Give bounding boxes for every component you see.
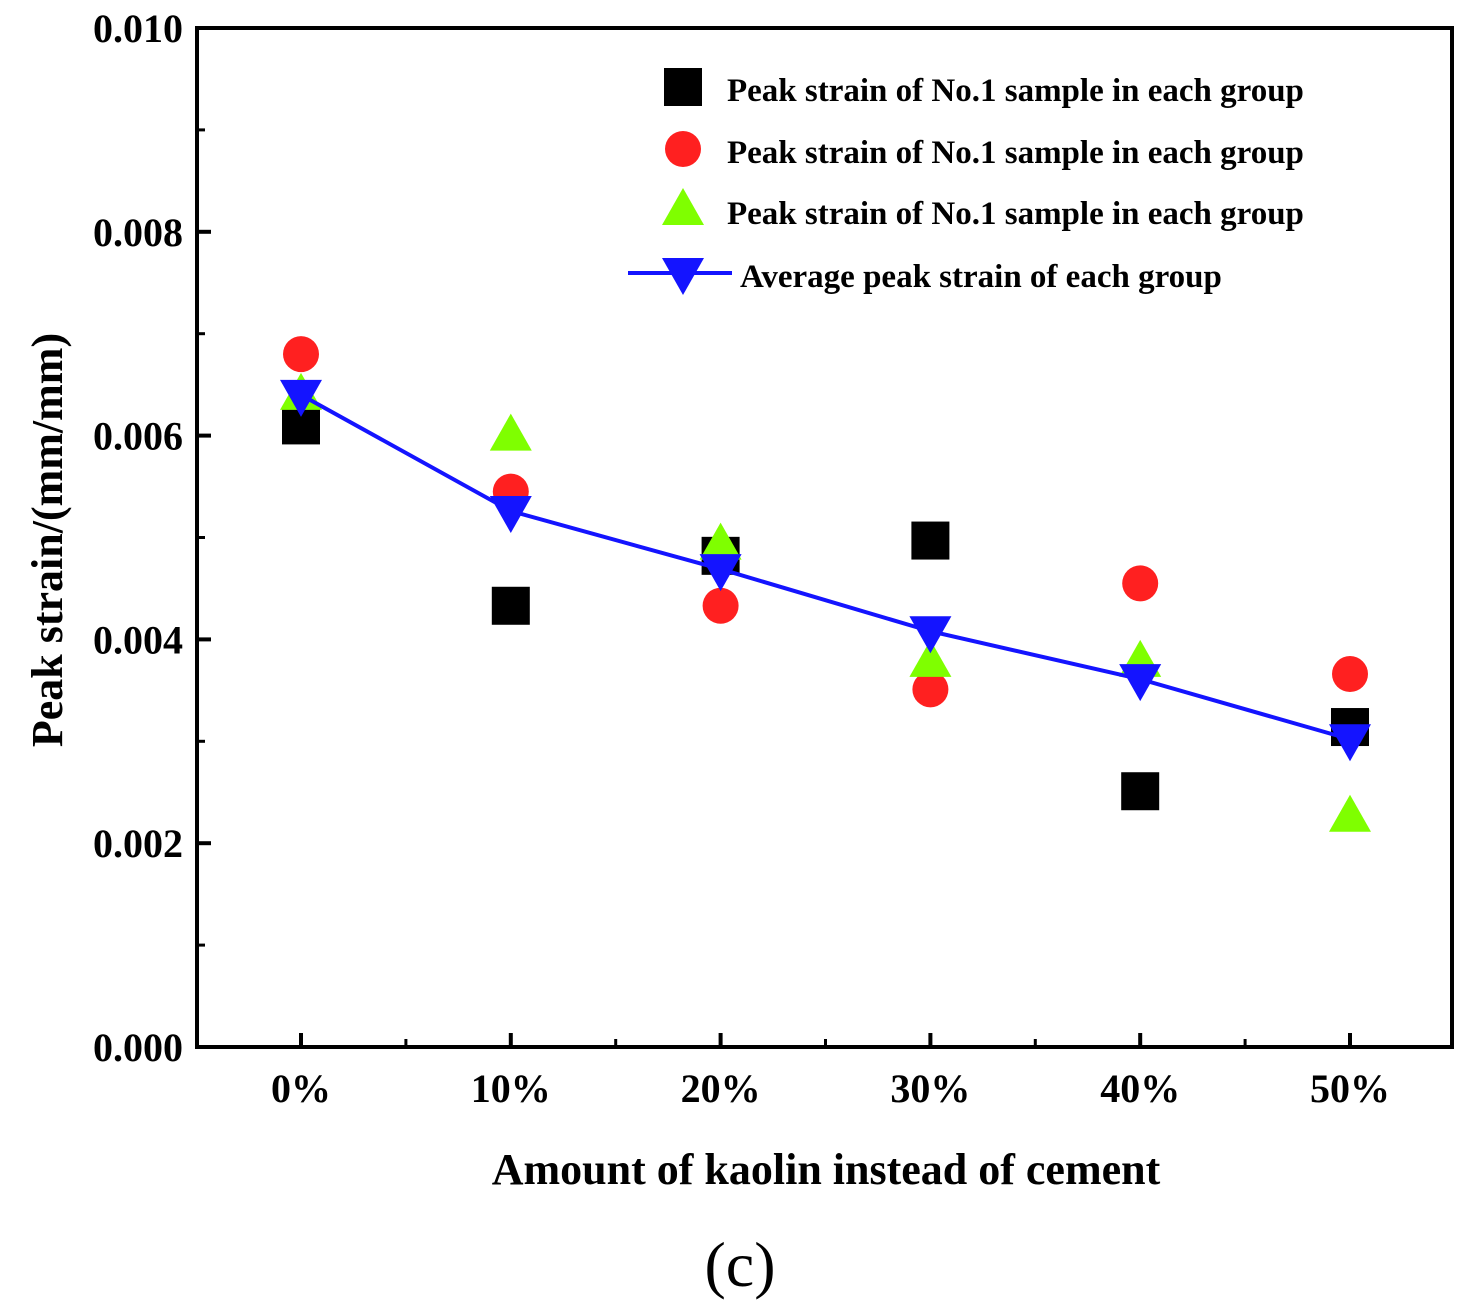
legend-item-1: Peak strain of No.1 sample in each group bbox=[664, 68, 1304, 109]
x-tick-label: 0% bbox=[271, 1066, 331, 1111]
data-point bbox=[702, 587, 739, 624]
legend-label: Peak strain of No.1 sample in each group bbox=[727, 196, 1304, 232]
data-point bbox=[1121, 772, 1160, 811]
y-axis-title: Peak strain/(mm/mm) bbox=[23, 333, 72, 747]
legend-item-3: Peak strain of No.1 sample in each group bbox=[662, 188, 1304, 232]
y-tick-label: 0.008 bbox=[93, 210, 183, 255]
x-tick-label: 20% bbox=[681, 1066, 761, 1111]
y-tick-label: 0.002 bbox=[93, 821, 183, 866]
series-line bbox=[300, 393, 1351, 742]
legend-label: Peak strain of No.1 sample in each group bbox=[727, 73, 1304, 109]
y-axis: 0.000 0.002 0.004 0.006 0.008 0.010 bbox=[93, 6, 211, 1070]
data-point bbox=[911, 521, 950, 560]
x-axis-title: Amount of kaolin instead of cement bbox=[492, 1145, 1161, 1194]
data-point bbox=[912, 671, 949, 708]
data-point bbox=[489, 496, 532, 534]
data-point bbox=[699, 554, 742, 592]
legend-item-4: Average peak strain of each group bbox=[628, 258, 1222, 295]
data-point bbox=[1329, 724, 1371, 762]
data-point bbox=[699, 522, 742, 560]
series-layer bbox=[280, 336, 1371, 832]
legend-marker bbox=[662, 188, 704, 225]
legend: Peak strain of No.1 sample in each group… bbox=[628, 68, 1304, 295]
y-tick-label: 0.000 bbox=[93, 1025, 183, 1070]
series-2 bbox=[283, 336, 1368, 708]
data-point bbox=[1332, 656, 1368, 693]
x-tick-label: 40% bbox=[1100, 1066, 1180, 1111]
series-4 bbox=[280, 379, 1371, 762]
y-tick-label: 0.010 bbox=[93, 6, 183, 51]
x-tick-label: 10% bbox=[471, 1066, 551, 1111]
data-point bbox=[280, 379, 322, 417]
series-1 bbox=[282, 406, 1369, 811]
y-tick-label: 0.004 bbox=[93, 617, 183, 662]
data-point bbox=[909, 639, 952, 677]
legend-marker bbox=[664, 68, 702, 106]
data-point bbox=[491, 586, 530, 625]
x-axis: 0% 10% 20% 30% 40% 50% bbox=[271, 1033, 1390, 1111]
x-tick-label: 50% bbox=[1310, 1066, 1390, 1111]
plot-border bbox=[195, 26, 1454, 1049]
legend-marker bbox=[662, 258, 704, 295]
data-point bbox=[1329, 794, 1371, 832]
x-tick-label: 30% bbox=[890, 1066, 970, 1111]
y-tick-label: 0.006 bbox=[93, 414, 183, 459]
legend-label: Average peak strain of each group bbox=[740, 259, 1222, 295]
legend-label: Peak strain of No.1 sample in each group bbox=[727, 135, 1304, 171]
data-point bbox=[1119, 664, 1162, 702]
series-3 bbox=[280, 372, 1371, 832]
data-point bbox=[489, 413, 532, 451]
legend-marker bbox=[665, 131, 701, 167]
data-point bbox=[909, 616, 952, 654]
data-point bbox=[1122, 565, 1159, 602]
data-point bbox=[283, 336, 319, 373]
plot-frame bbox=[195, 26, 1454, 1049]
panel-label: (c) bbox=[704, 1229, 775, 1300]
legend-item-2: Peak strain of No.1 sample in each group bbox=[665, 131, 1304, 171]
